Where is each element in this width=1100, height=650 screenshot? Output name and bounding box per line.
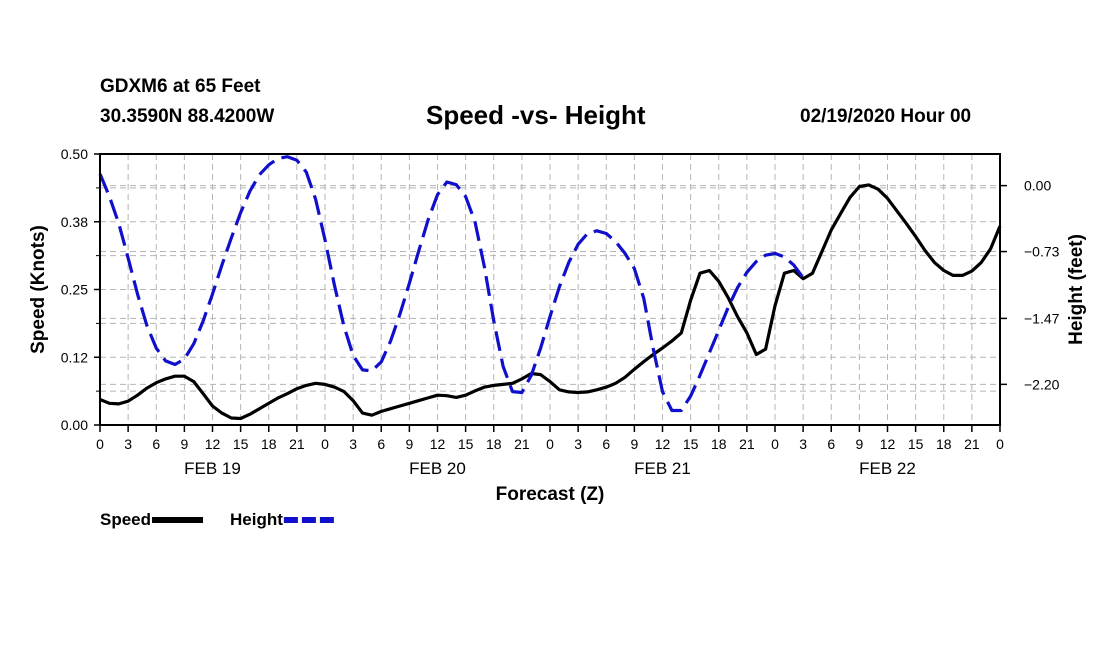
y-tick-label: 0.50 xyxy=(61,146,88,162)
x-tick-label: 15 xyxy=(458,436,474,452)
x-tick-label: 15 xyxy=(233,436,249,452)
x-tick-label: 6 xyxy=(827,436,835,452)
x-tick-label: 21 xyxy=(514,436,530,452)
x-tick-label: 6 xyxy=(377,436,385,452)
y2-tick-label: −1.47 xyxy=(1024,310,1060,326)
y2-tick-label: 0.00 xyxy=(1024,178,1051,194)
x-tick-label: 18 xyxy=(711,436,727,452)
y-tick-label: 0.38 xyxy=(61,214,88,230)
y-tick-label: 0.25 xyxy=(61,282,88,298)
y2-axis-label: Height (feet) xyxy=(1066,234,1087,345)
x-tick-label: 0 xyxy=(771,436,779,452)
y-tick-label: 0.12 xyxy=(61,349,88,365)
x-tick-label: 18 xyxy=(486,436,502,452)
axes: 0 3 6 9 12 15 18 21 0 3 6 9 12 15 18 21 0 3 6 9 12 15 18 21 0 3 6 9… xyxy=(61,146,1060,478)
x-tick-label: 3 xyxy=(799,436,807,452)
legend-label-speed: Speed xyxy=(100,510,151,529)
x-tick-label: 15 xyxy=(683,436,699,452)
x-tick-label: 9 xyxy=(855,436,863,452)
x-tick-label: 21 xyxy=(964,436,980,452)
y-tick-label: 0.00 xyxy=(61,417,88,433)
station-name: GDXM6 at 65 Feet xyxy=(100,76,261,97)
station-coordinates: 30.3590N 88.4200W xyxy=(100,106,275,127)
day-label: FEB 20 xyxy=(409,459,466,478)
x-tick-label: 3 xyxy=(574,436,582,452)
series-line-speed xyxy=(99,183,1002,421)
x-tick-label: 3 xyxy=(349,436,357,452)
x-tick-label: 12 xyxy=(430,436,446,452)
day-label: FEB 19 xyxy=(184,459,241,478)
x-tick-label: 15 xyxy=(908,436,924,452)
day-label: FEB 22 xyxy=(859,459,916,478)
x-tick-label: 9 xyxy=(630,436,638,452)
model-run-time: 02/19/2020 Hour 00 xyxy=(800,106,972,127)
x-tick-label: 12 xyxy=(655,436,671,452)
x-tick-label: 21 xyxy=(289,436,305,452)
x-tick-label: 0 xyxy=(996,436,1004,452)
x-tick-label: 6 xyxy=(152,436,160,452)
x-tick-label: 12 xyxy=(880,436,896,452)
x-tick-label: 18 xyxy=(936,436,952,452)
y-axis-label: Speed (Knots) xyxy=(28,225,49,354)
day-label: FEB 21 xyxy=(634,459,691,478)
x-tick-label: 0 xyxy=(321,436,329,452)
x-tick-label: 12 xyxy=(205,436,221,452)
x-tick-label: 9 xyxy=(405,436,413,452)
series-line-height xyxy=(98,155,805,413)
grid xyxy=(100,154,1000,425)
x-tick-label: 0 xyxy=(96,436,104,452)
x-tick-label: 0 xyxy=(546,436,554,452)
x-tick-label: 9 xyxy=(180,436,188,452)
y2-tick-label: −2.20 xyxy=(1024,376,1060,392)
x-tick-label: 18 xyxy=(261,436,277,452)
x-axis-label: Forecast (Z) xyxy=(496,484,605,505)
x-tick-label: 21 xyxy=(739,436,755,452)
legend-label-height: Height xyxy=(230,510,283,529)
y2-tick-label: −0.73 xyxy=(1024,244,1060,260)
legend: Speed Height xyxy=(100,510,335,529)
x-tick-label: 6 xyxy=(602,436,610,452)
series-layer xyxy=(98,155,1002,421)
x-tick-label: 3 xyxy=(124,436,132,452)
chart-title: Speed -vs- Height xyxy=(426,100,646,130)
